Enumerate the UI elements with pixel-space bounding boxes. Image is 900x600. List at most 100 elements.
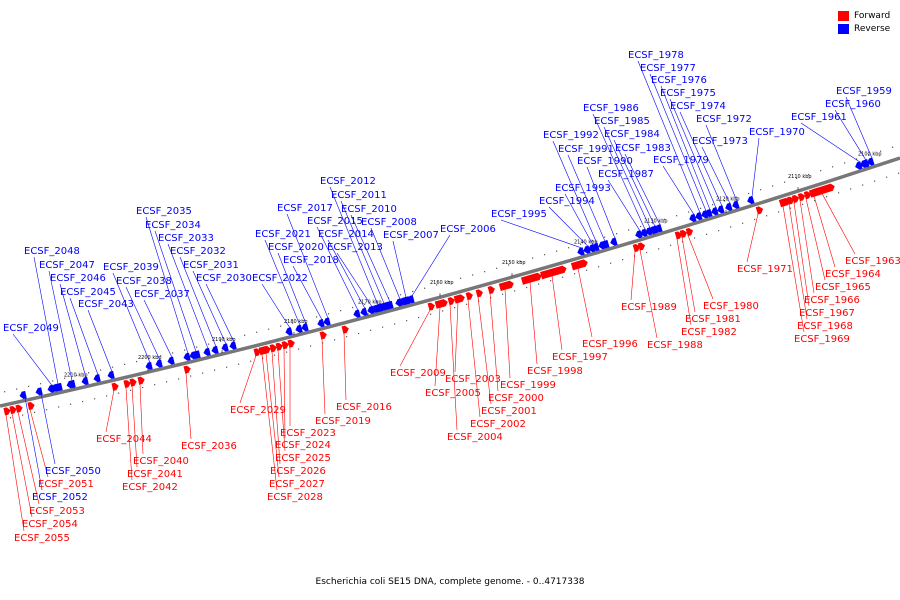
label-ecsf-2033[interactable]: ECSF_2033 bbox=[158, 233, 214, 244]
gene-ecsf-1964[interactable] bbox=[808, 187, 823, 198]
gene-ecsf-2015[interactable] bbox=[353, 309, 361, 318]
gene-ecsf-1973[interactable] bbox=[724, 202, 733, 211]
label-ecsf-2032[interactable]: ECSF_2032 bbox=[170, 246, 226, 257]
label-ecsf-2006[interactable]: ECSF_2006 bbox=[440, 224, 496, 235]
gene-ecsf-1989[interactable] bbox=[632, 243, 641, 253]
gene-ecsf-2032[interactable] bbox=[211, 345, 219, 354]
label-ecsf-2029[interactable]: ECSF_2029 bbox=[230, 405, 286, 416]
gene-ecsf-1999[interactable] bbox=[498, 280, 514, 291]
label-ecsf-1970[interactable]: ECSF_1970 bbox=[749, 127, 805, 138]
label-ecsf-2016[interactable]: ECSF_2016 bbox=[336, 402, 392, 413]
label-ecsf-2041[interactable]: ECSF_2041 bbox=[127, 469, 183, 480]
label-ecsf-1965[interactable]: ECSF_1965 bbox=[815, 282, 871, 293]
gene-ecsf-2018[interactable] bbox=[317, 318, 325, 328]
label-ecsf-2038[interactable]: ECSF_2038 bbox=[116, 276, 172, 287]
label-ecsf-1967[interactable]: ECSF_1967 bbox=[799, 308, 855, 319]
gene-ecsf-1969[interactable] bbox=[778, 197, 791, 208]
label-ecsf-2022[interactable]: ECSF_2022 bbox=[252, 273, 308, 284]
gene-ecsf-1975[interactable] bbox=[710, 207, 719, 216]
gene-ecsf-2054[interactable] bbox=[9, 406, 17, 415]
label-ecsf-2019[interactable]: ECSF_2019 bbox=[315, 416, 371, 427]
label-ecsf-1986[interactable]: ECSF_1986 bbox=[583, 103, 639, 114]
label-ecsf-2025[interactable]: ECSF_2025 bbox=[275, 453, 331, 464]
label-ecsf-2008[interactable]: ECSF_2008 bbox=[361, 217, 417, 228]
gene-ecsf-2016[interactable] bbox=[341, 325, 350, 334]
label-ecsf-2024[interactable]: ECSF_2024 bbox=[275, 440, 331, 451]
label-ecsf-2052[interactable]: ECSF_2052 bbox=[32, 492, 88, 503]
gene-ecsf-1982[interactable] bbox=[674, 231, 683, 240]
label-ecsf-1968[interactable]: ECSF_1968 bbox=[797, 321, 853, 332]
label-ecsf-2047[interactable]: ECSF_2047 bbox=[39, 260, 95, 271]
gene-ecsf-1986[interactable] bbox=[640, 228, 648, 237]
label-ecsf-1999[interactable]: ECSF_1999 bbox=[500, 380, 556, 391]
label-ecsf-2003[interactable]: ECSF_2003 bbox=[445, 374, 501, 385]
label-ecsf-1973[interactable]: ECSF_1973 bbox=[692, 136, 748, 147]
label-ecsf-1972[interactable]: ECSF_1972 bbox=[696, 114, 752, 125]
label-ecsf-2037[interactable]: ECSF_2037 bbox=[134, 289, 190, 300]
label-ecsf-2043[interactable]: ECSF_2043 bbox=[78, 299, 134, 310]
gene-ecsf-2042[interactable] bbox=[123, 379, 131, 389]
label-ecsf-2054[interactable]: ECSF_2054 bbox=[22, 519, 78, 530]
gene-ecsf-2022[interactable] bbox=[285, 327, 293, 336]
label-ecsf-2051[interactable]: ECSF_2051 bbox=[38, 479, 94, 490]
gene-ecsf-2055[interactable] bbox=[3, 407, 11, 416]
gene-ecsf-2009[interactable] bbox=[427, 302, 436, 311]
gene-ecsf-2005[interactable] bbox=[434, 299, 448, 309]
gene-ecsf-2026[interactable] bbox=[269, 344, 278, 353]
label-ecsf-1996[interactable]: ECSF_1996 bbox=[582, 339, 638, 350]
gene-ecsf-2019[interactable] bbox=[319, 331, 328, 340]
gene-ecsf-1972[interactable] bbox=[731, 200, 740, 209]
gene-ecsf-2037[interactable] bbox=[167, 356, 175, 365]
label-ecsf-2013[interactable]: ECSF_2013 bbox=[327, 242, 383, 253]
label-ecsf-2048[interactable]: ECSF_2048 bbox=[24, 246, 80, 257]
label-ecsf-2049[interactable]: ECSF_2049 bbox=[3, 323, 59, 334]
label-ecsf-2046[interactable]: ECSF_2046 bbox=[50, 273, 106, 284]
gene-ecsf-2023[interactable] bbox=[287, 339, 296, 348]
gene-ecsf-1997[interactable] bbox=[540, 265, 567, 280]
gene-ecsf-2049[interactable] bbox=[47, 384, 55, 393]
label-ecsf-2009[interactable]: ECSF_2009 bbox=[390, 368, 446, 379]
gene-ecsf-2024[interactable] bbox=[281, 341, 290, 350]
gene-ecsf-2041[interactable] bbox=[129, 378, 137, 387]
label-ecsf-2055[interactable]: ECSF_2055 bbox=[14, 533, 70, 544]
label-ecsf-1960[interactable]: ECSF_1960 bbox=[825, 99, 881, 110]
gene-ecsf-2017[interactable] bbox=[323, 317, 331, 326]
label-ecsf-1987[interactable]: ECSF_1987 bbox=[598, 169, 654, 180]
gene-ecsf-2045[interactable] bbox=[93, 374, 101, 383]
label-ecsf-1977[interactable]: ECSF_1977 bbox=[640, 63, 696, 74]
gene-ecsf-2030[interactable] bbox=[229, 341, 237, 350]
gene-ecsf-2004[interactable] bbox=[447, 297, 456, 306]
label-ecsf-1961[interactable]: ECSF_1961 bbox=[791, 112, 847, 123]
gene-ecsf-1987[interactable] bbox=[635, 230, 643, 239]
label-ecsf-2035[interactable]: ECSF_2035 bbox=[136, 206, 192, 217]
label-ecsf-1963[interactable]: ECSF_1963 bbox=[845, 256, 900, 267]
label-ecsf-2034[interactable]: ECSF_2034 bbox=[145, 220, 201, 231]
label-ecsf-1990[interactable]: ECSF_1990 bbox=[577, 156, 633, 167]
gene-ecsf-2033[interactable] bbox=[203, 347, 211, 356]
label-ecsf-1980[interactable]: ECSF_1980 bbox=[703, 301, 759, 312]
label-ecsf-1983[interactable]: ECSF_1983 bbox=[615, 143, 671, 154]
gene-ecsf-2001[interactable] bbox=[475, 289, 484, 298]
label-ecsf-2007[interactable]: ECSF_2007 bbox=[383, 230, 439, 241]
gene-ecsf-1965[interactable] bbox=[803, 191, 812, 200]
label-ecsf-2045[interactable]: ECSF_2045 bbox=[60, 287, 116, 298]
gene-ecsf-1970[interactable] bbox=[746, 195, 755, 205]
gene-ecsf-2046[interactable] bbox=[81, 376, 89, 385]
gene-ecsf-1960[interactable] bbox=[859, 159, 870, 168]
gene-ecsf-1977[interactable] bbox=[700, 210, 709, 219]
gene-ecsf-1988[interactable] bbox=[637, 242, 646, 251]
label-ecsf-1984[interactable]: ECSF_1984 bbox=[604, 129, 660, 140]
label-ecsf-1998[interactable]: ECSF_1998 bbox=[527, 366, 583, 377]
gene-ecsf-1991[interactable] bbox=[598, 239, 610, 250]
gene-ecsf-1996[interactable] bbox=[570, 259, 588, 271]
label-ecsf-2044[interactable]: ECSF_2044 bbox=[96, 434, 152, 445]
label-ecsf-2015[interactable]: ECSF_2015 bbox=[307, 216, 363, 227]
label-ecsf-1981[interactable]: ECSF_1981 bbox=[685, 314, 741, 325]
gene-ecsf-2040[interactable] bbox=[137, 376, 145, 385]
gene-ecsf-2028[interactable] bbox=[258, 346, 268, 356]
label-ecsf-2005[interactable]: ECSF_2005 bbox=[425, 388, 481, 399]
label-ecsf-2011[interactable]: ECSF_2011 bbox=[331, 190, 387, 201]
label-ecsf-2027[interactable]: ECSF_2027 bbox=[269, 479, 325, 490]
label-ecsf-2030[interactable]: ECSF_2030 bbox=[196, 273, 252, 284]
gene-ecsf-2021[interactable] bbox=[295, 324, 303, 333]
